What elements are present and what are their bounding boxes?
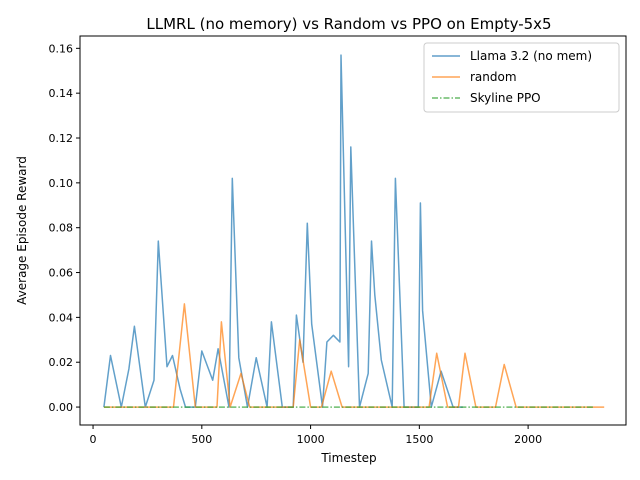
y-tick-label: 0.08 (49, 222, 74, 235)
x-tick-label: 1000 (297, 433, 325, 446)
x-tick-label: 0 (90, 433, 97, 446)
y-tick-label: 0.12 (49, 132, 74, 145)
legend-label-llama: Llama 3.2 (no mem) (470, 49, 592, 63)
x-axis-label: Timestep (320, 451, 376, 465)
y-tick-label: 0.04 (49, 311, 74, 324)
chart-title: LLMRL (no memory) vs Random vs PPO on Em… (146, 15, 551, 33)
series-line-llama (103, 54, 463, 408)
x-tick-label: 2000 (514, 433, 542, 446)
axes-frame (79, 35, 627, 426)
y-axis-label: Average Episode Reward (15, 156, 29, 305)
y-tick-label: 0.10 (49, 177, 74, 190)
y-tick-label: 0.14 (49, 87, 74, 100)
y-tick-label: 0.06 (49, 267, 74, 280)
y-tick-label: 0.00 (49, 401, 74, 414)
legend: Llama 3.2 (no mem) random Skyline PPO (423, 42, 620, 113)
plot-area (103, 54, 605, 408)
x-tick-label: 500 (191, 433, 212, 446)
x-tick-label: 1500 (405, 433, 433, 446)
legend-label-ppo: Skyline PPO (470, 91, 541, 105)
y-tick-label: 0.02 (49, 356, 74, 369)
legend-box (423, 42, 620, 113)
legend-label-random: random (470, 70, 517, 84)
y-tick-label: 0.16 (49, 42, 74, 55)
